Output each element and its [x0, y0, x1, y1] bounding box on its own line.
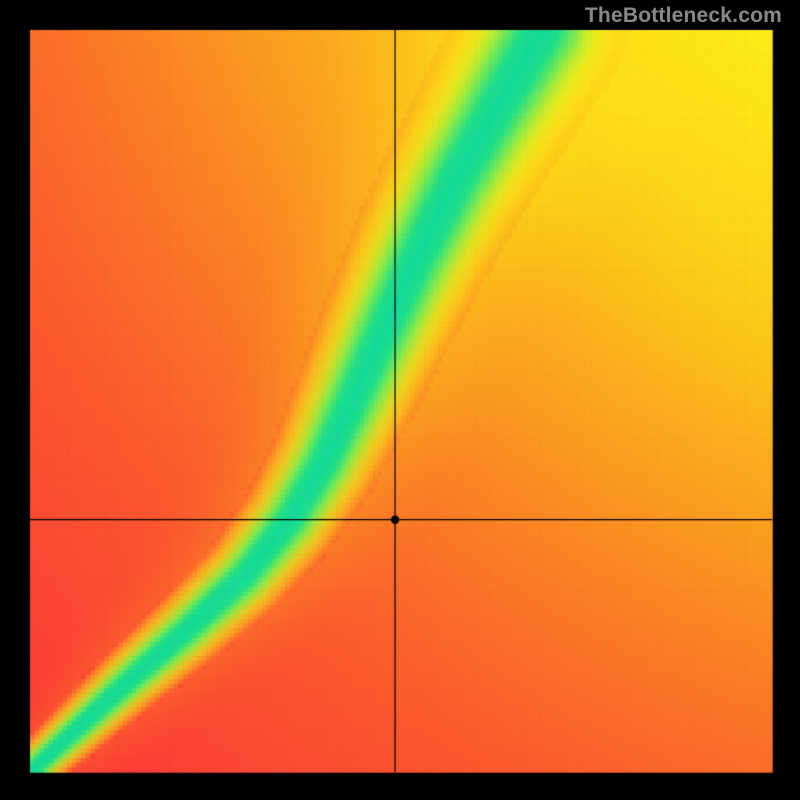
- watermark-text: TheBottleneck.com: [585, 4, 782, 28]
- bottleneck-heatmap: [0, 0, 800, 800]
- chart-container: TheBottleneck.com: [0, 0, 800, 800]
